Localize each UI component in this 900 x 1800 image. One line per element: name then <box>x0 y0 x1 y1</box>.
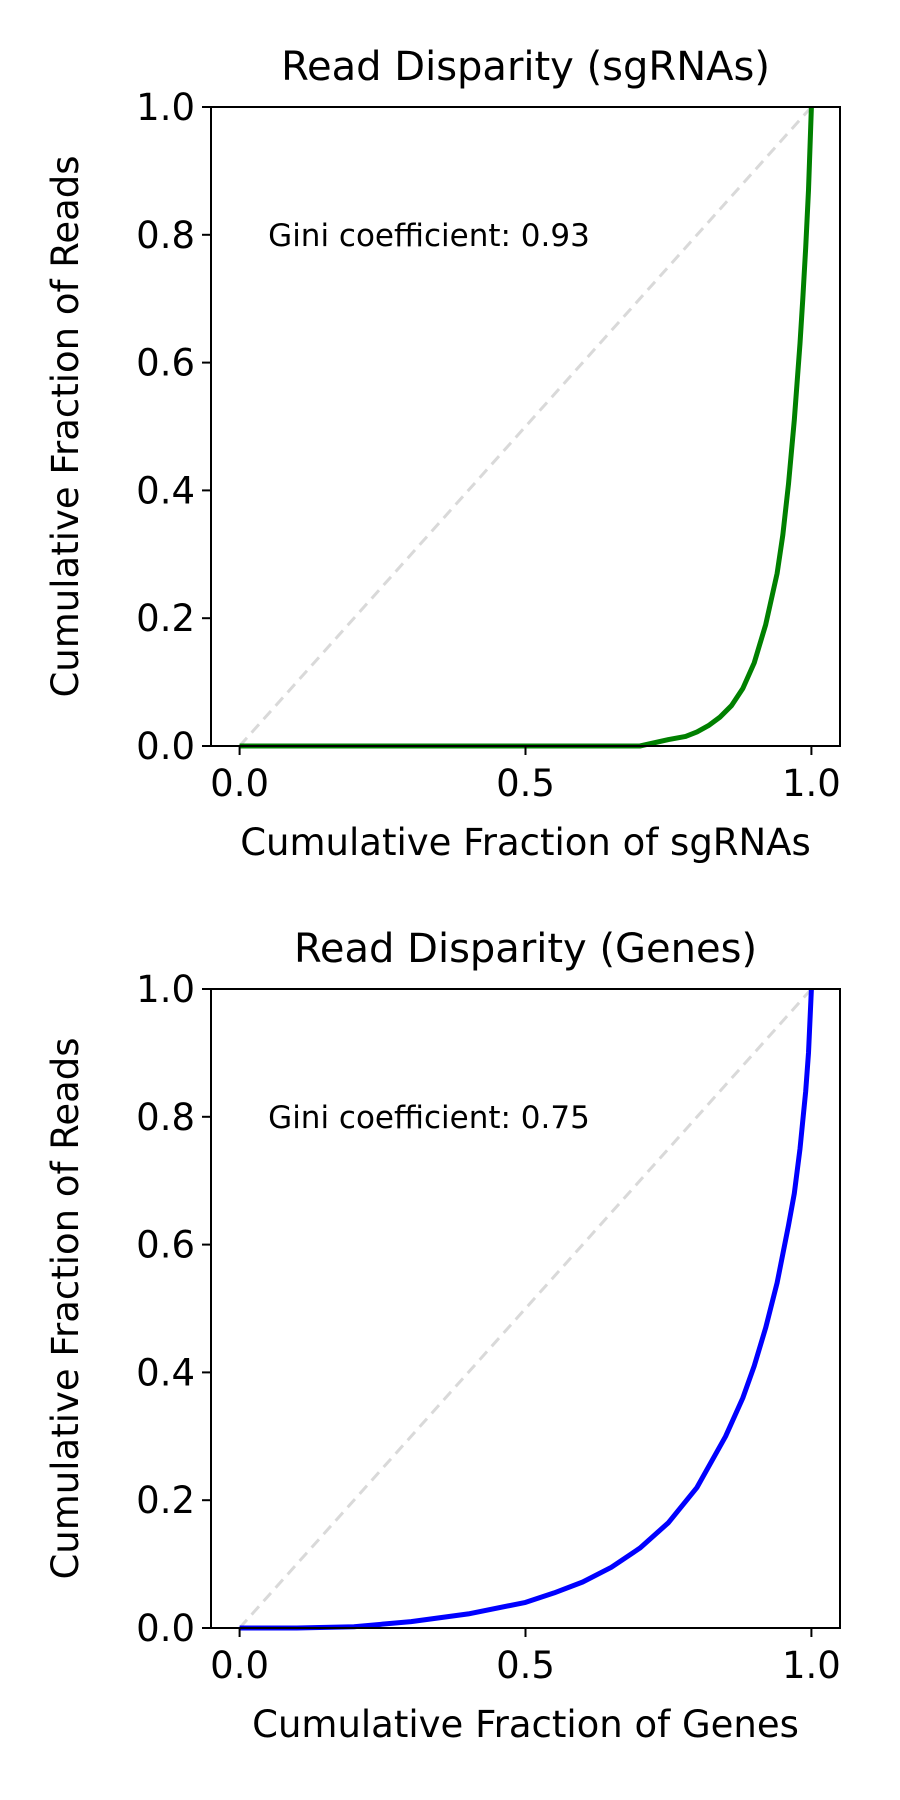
y-tick-label: 0.2 <box>136 597 195 640</box>
y-axis-label: Cumulative Fraction of Reads <box>44 155 87 697</box>
axes-frame <box>210 106 841 747</box>
equality-reference-line <box>238 105 813 748</box>
gini-annotation: Gini coefficient: 0.75 <box>268 1100 590 1136</box>
gini-annotation: Gini coefficient: 0.93 <box>268 218 590 254</box>
y-tick-label: 0.0 <box>136 725 195 768</box>
y-tick-label: 1.0 <box>136 968 195 1011</box>
chart-title: Read Disparity (Genes) <box>294 926 757 972</box>
y-tick-label: 0.6 <box>136 1224 195 1267</box>
x-tick-label: 0.0 <box>210 1644 269 1687</box>
y-tick-label: 0.6 <box>136 342 195 385</box>
y-tick-label: 0.2 <box>136 1479 195 1522</box>
y-tick-label: 0.4 <box>136 469 195 512</box>
y-tick-label: 0.4 <box>136 1351 195 1394</box>
x-axis-label: Cumulative Fraction of sgRNAs <box>240 821 811 864</box>
lorenz-curve-line <box>239 988 814 1631</box>
y-tick-label: 0.0 <box>136 1607 195 1650</box>
chart-title: Read Disparity (sgRNAs) <box>281 44 770 90</box>
y-tick-label: 1.0 <box>136 86 195 129</box>
y-tick-label: 0.8 <box>136 214 195 257</box>
x-tick-label: 0.0 <box>210 762 269 805</box>
x-tick-label: 1.0 <box>782 762 841 805</box>
chart-panel-2: 0.0 0.5 1.0 0.0 0.2 0.4 0.6 0.8 1.0 Read Disparit… <box>44 926 841 1746</box>
x-axis-label: Cumulative Fraction of Genes <box>252 1703 799 1746</box>
x-tick-label: 1.0 <box>782 1644 841 1687</box>
x-tick-label: 0.5 <box>496 762 555 805</box>
axes-frame <box>210 988 841 1629</box>
x-tick-label: 0.5 <box>496 1644 555 1687</box>
y-tick-label: 0.8 <box>136 1096 195 1139</box>
equality-reference-line <box>238 987 813 1630</box>
chart-panel-1: 0.0 0.5 1.0 0.0 0.2 0.4 0.6 0.8 1.0 Read Disparit… <box>44 44 841 864</box>
y-axis-label: Cumulative Fraction of Reads <box>44 1037 87 1579</box>
